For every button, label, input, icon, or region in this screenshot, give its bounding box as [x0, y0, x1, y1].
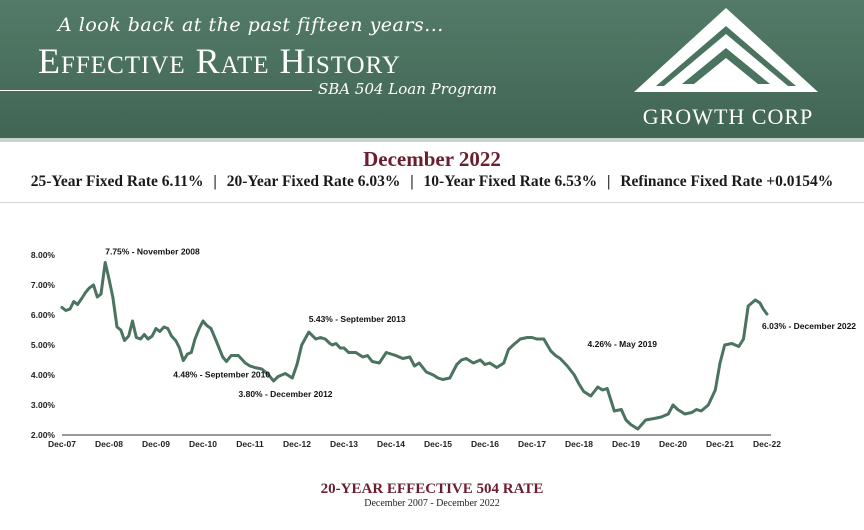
rate-refinance: Refinance Fixed Rate +0.0154% [620, 173, 834, 190]
x-tick-label: Dec-21 [706, 439, 734, 449]
x-tick-label: Dec-13 [330, 439, 358, 449]
rate-summary: 25-Year Fixed Rate 6.11% | 20-Year Fixed… [0, 173, 864, 191]
header-subtitle: SBA 504 Loan Program [318, 80, 497, 98]
x-tick-label: Dec-11 [236, 439, 264, 449]
rate-separator: | [607, 173, 611, 190]
y-tick-label: 8.00% [31, 250, 56, 260]
peak-annotation: 6.03% - December 2022 [762, 321, 856, 331]
x-tick-label: Dec-18 [565, 439, 593, 449]
y-tick-label: 2.00% [31, 430, 56, 440]
peak-annotation: 4.26% - May 2019 [588, 339, 658, 349]
x-tick-label: Dec-08 [95, 439, 123, 449]
section-divider [0, 202, 864, 203]
x-tick-label: Dec-22 [753, 439, 781, 449]
peak-annotation: 3.80% - December 2012 [239, 389, 333, 399]
header-banner: A look back at the past fifteen years...… [0, 0, 864, 138]
rate-series-line [60, 261, 769, 431]
x-tick-label: Dec-16 [471, 439, 499, 449]
growth-corp-logo-icon [634, 8, 818, 92]
report-month: December 2022 [363, 147, 501, 171]
peak-annotation: 7.75% - November 2008 [105, 247, 200, 257]
rate-line-chart: 2.00% 3.00% 4.00% 5.00% 6.00% 7.00% 8.00% Dec-0… [31, 247, 856, 450]
rate-separator: | [410, 173, 414, 190]
brand-name: GROWTH CORP [642, 104, 814, 129]
peak-annotation: 4.48% - September 2010 [173, 370, 270, 380]
header-tagline: A look back at the past fifteen years... [58, 14, 444, 36]
x-tick-label: Dec-20 [659, 439, 687, 449]
x-tick-label: Dec-14 [377, 439, 405, 449]
x-tick-label: Dec-10 [189, 439, 217, 449]
title-rule [0, 90, 312, 91]
y-tick-label: 6.00% [31, 310, 56, 320]
y-tick-label: 5.00% [31, 340, 56, 350]
x-tick-label: Dec-07 [48, 439, 76, 449]
page-title: Effective Rate History [38, 41, 401, 81]
y-tick-label: 4.00% [31, 370, 56, 380]
x-tick-label: Dec-15 [424, 439, 452, 449]
rate-10-year: 10-Year Fixed Rate 6.53% [423, 173, 598, 190]
x-tick-label: Dec-19 [612, 439, 640, 449]
chart-date-range: December 2007 - December 2022 [364, 498, 500, 509]
rate-20-year: 20-Year Fixed Rate 6.03% [226, 173, 401, 190]
peak-annotation: 5.43% - September 2013 [309, 314, 406, 324]
x-tick-label: Dec-12 [283, 439, 311, 449]
rate-25-year: 25-Year Fixed Rate 6.11% [30, 173, 204, 190]
x-tick-label: Dec-17 [518, 439, 546, 449]
y-tick-label: 7.00% [31, 280, 56, 290]
chart-title: 20-YEAR EFFECTIVE 504 RATE [320, 481, 544, 497]
header-stripe [0, 138, 864, 142]
rate-separator: | [213, 173, 217, 190]
y-tick-label: 3.00% [31, 400, 56, 410]
x-tick-label: Dec-09 [142, 439, 170, 449]
